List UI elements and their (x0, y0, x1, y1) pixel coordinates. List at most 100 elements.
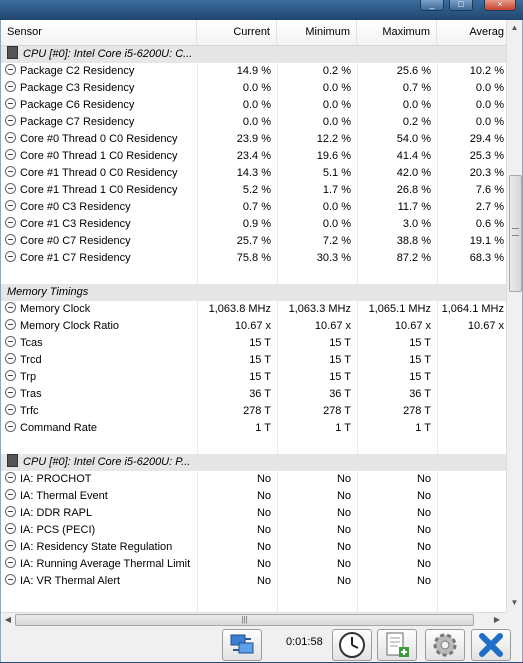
sensor-label: Core #1 Thread 0 C0 Residency (20, 167, 178, 179)
scroll-left-icon[interactable]: ◀ (4, 615, 12, 624)
scroll-down-icon[interactable]: ▼ (510, 598, 519, 607)
minimize-button[interactable]: _ (420, 0, 444, 11)
sensor-name: IA: Running Average Thermal Limit (5, 556, 197, 573)
current-value: 75.8 % (236, 252, 271, 264)
sensor-row[interactable]: Trfc 278 T 278 T 278 T (1, 403, 506, 420)
sensor-name: Core #1 Thread 1 C0 Residency (5, 182, 197, 199)
column-average[interactable]: Averag (469, 26, 504, 38)
sensor-row[interactable]: Core #1 C3 Residency 0.9 % 0.0 % 3.0 % 0.6 % (1, 216, 506, 233)
maximum-value: 3.0 % (402, 218, 431, 230)
window-close-button[interactable]: × (484, 0, 516, 11)
sensor-status-icon (5, 132, 16, 143)
sensor-row[interactable]: Trcd 15 T 15 T 15 T (1, 352, 506, 369)
sensor-label: Core #0 C7 Residency (20, 235, 131, 247)
sensor-row[interactable]: IA: Running Average Thermal Limit No No No (1, 556, 506, 573)
sensor-row[interactable]: Memory Clock 1,063.8 MHz 1,063.3 MHz 1,065.… (1, 301, 506, 318)
average-value: 10.2 % (469, 65, 504, 77)
sensor-label: Trcd (20, 354, 42, 366)
column-maximum[interactable]: Maximum (357, 20, 437, 45)
sensor-status-icon (5, 523, 16, 534)
sensor-row[interactable]: Trp 15 T 15 T 15 T (1, 369, 506, 386)
sensor-row[interactable]: IA: Thermal Event No No No (1, 488, 506, 505)
report-button[interactable] (377, 629, 417, 661)
group-header-row[interactable]: CPU [#0]: Intel Core i5-6200U: C... (1, 46, 506, 63)
scroll-up-icon[interactable]: ▲ (510, 23, 519, 32)
sensor-row[interactable]: IA: DDR RAPL No No No (1, 505, 506, 522)
current-value: 10.67 x (234, 320, 271, 332)
sensor-row[interactable]: Core #1 C7 Residency 75.8 % 30.3 % 87.2 % 68… (1, 250, 506, 267)
sensor-name: IA: Residency State Regulation (5, 539, 197, 556)
average-value (437, 556, 506, 573)
sensor-label: Package C2 Residency (20, 65, 135, 77)
sensor-row[interactable]: IA: VR Thermal Alert No No No (1, 573, 506, 590)
sensor-name: IA: DDR RAPL (5, 505, 197, 522)
maximum-value: 0.2 % (402, 116, 431, 128)
sensor-row[interactable]: Memory Clock Ratio 10.67 x 10.67 x 10.67 x 1… (1, 318, 506, 335)
minimum-value: No (336, 507, 351, 519)
maximum-value: 1,065.1 MHz (368, 303, 431, 315)
blank-row (1, 267, 506, 284)
average-value (437, 488, 506, 505)
close-button[interactable] (471, 629, 511, 661)
sensor-name: Trfc (5, 403, 197, 420)
sensor-row[interactable]: IA: Residency State Regulation No No No (1, 539, 506, 556)
column-current[interactable]: Current (197, 20, 277, 45)
sensor-name: CPU [#0]: Intel Core i5-6200U: C... (5, 46, 197, 63)
minimum-value: No (336, 558, 351, 570)
sensor-row[interactable]: IA: PROCHOT No No No (1, 471, 506, 488)
average-value: 25.3 % (469, 150, 504, 162)
column-header: Sensor Current Minimum Maximum Averag (1, 20, 506, 46)
settings-button[interactable] (425, 629, 465, 661)
sensor-row[interactable]: Tcas 15 T 15 T 15 T (1, 335, 506, 352)
sensor-name: Package C7 Residency (5, 114, 197, 131)
average-value: 29.4 % (469, 133, 504, 145)
sensor-row[interactable]: Package C3 Residency 0.0 % 0.0 % 0.7 % 0.0 % (1, 80, 506, 97)
sensor-label: Package C6 Residency (20, 99, 135, 111)
sensor-status-icon (5, 183, 16, 194)
sensor-row[interactable]: Package C7 Residency 0.0 % 0.0 % 0.2 % 0.0 % (1, 114, 506, 131)
maximum-value: 15 T (409, 337, 431, 349)
current-value: No (256, 558, 271, 570)
sensor-label: Memory Clock (20, 303, 91, 315)
maximum-value: 11.7 % (397, 201, 431, 213)
maximum-value: No (416, 541, 431, 553)
sensor-name: Core #0 Thread 1 C0 Residency (5, 148, 197, 165)
sensor-row[interactable]: Core #1 Thread 1 C0 Residency 5.2 % 1.7 % 2… (1, 182, 506, 199)
maximize-button[interactable]: □ (449, 0, 473, 11)
average-value (437, 420, 506, 437)
sensor-row[interactable]: Core #1 Thread 0 C0 Residency 14.3 % 5.1 %… (1, 165, 506, 182)
minimum-value: No (336, 575, 351, 587)
horizontal-scrollbar[interactable]: ◀ ||| ▶ (1, 612, 506, 626)
horizontal-scroll-thumb[interactable]: ||| (15, 614, 474, 626)
sensor-row[interactable]: IA: PCS (PECI) No No No (1, 522, 506, 539)
maximum-value: 1 T (415, 422, 431, 434)
sensor-status-icon (5, 336, 16, 347)
scroll-right-icon[interactable]: ▶ (493, 615, 501, 624)
minimum-value: No (336, 473, 351, 485)
sensor-row[interactable]: Core #0 C7 Residency 25.7 % 7.2 % 38.8 % 19.… (1, 233, 506, 250)
sensor-row[interactable]: Core #0 Thread 1 C0 Residency 23.4 % 19.6 … (1, 148, 506, 165)
sensor-row[interactable]: Core #0 C3 Residency 0.7 % 0.0 % 11.7 % 2.7 … (1, 199, 506, 216)
sensor-row[interactable]: Package C6 Residency 0.0 % 0.0 % 0.0 % 0.0 % (1, 97, 506, 114)
group-header-row[interactable]: Memory Timings (1, 284, 506, 301)
sensor-row[interactable]: Core #0 Thread 0 C0 Residency 23.9 % 12.2 … (1, 131, 506, 148)
minimum-value: 19.6 % (316, 150, 351, 162)
sensor-label: Core #1 C7 Residency (20, 252, 131, 264)
sensor-row[interactable]: Command Rate 1 T 1 T 1 T (1, 420, 506, 437)
sensor-row[interactable]: Tras 36 T 36 T 36 T (1, 386, 506, 403)
minimum-value: 12.2 % (316, 133, 351, 145)
sensor-label: Memory Clock Ratio (20, 320, 120, 332)
network-button[interactable] (222, 629, 262, 661)
current-value: 15 T (249, 371, 271, 383)
vertical-scrollbar[interactable]: ▲ ▼ (506, 20, 522, 612)
maximum-value: 278 T (403, 405, 431, 417)
maximum-value: No (416, 473, 431, 485)
vertical-scroll-thumb[interactable] (509, 175, 522, 292)
sensor-label: Package C7 Residency (20, 116, 135, 128)
group-header-row[interactable]: CPU [#0]: Intel Core i5-6200U: P... (1, 454, 506, 471)
maximum-value: 41.4 % (396, 150, 431, 162)
column-minimum[interactable]: Minimum (277, 20, 357, 45)
sensor-row[interactable]: Package C2 Residency 14.9 % 0.2 % 25.6 % 10.… (1, 63, 506, 80)
column-sensor[interactable]: Sensor (1, 20, 197, 45)
clock-button[interactable] (332, 629, 372, 661)
